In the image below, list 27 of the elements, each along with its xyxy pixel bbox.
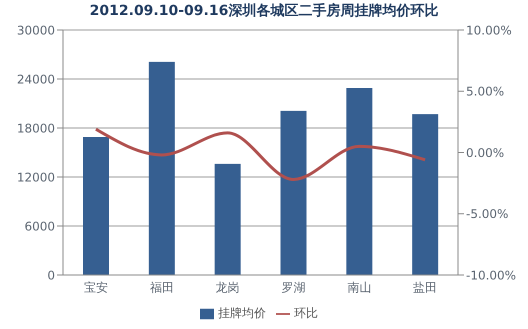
y2-tick-label: 5.00% [466, 84, 504, 99]
y2-tick-label: 0.00% [466, 146, 504, 160]
y-tick-label: 12000 [16, 170, 55, 184]
x-tick-label: 南山 [347, 280, 372, 295]
legend-label: 挂牌均价 [218, 306, 266, 320]
y2-tick-label: 10.00% [466, 23, 512, 38]
bar [83, 136, 109, 275]
chart-title: 2012.09.10-09.16深圳各城区二手房周挂牌均价环比 [88, 2, 440, 21]
bar [148, 62, 175, 275]
y2-tick-label: -5.00% [466, 207, 508, 222]
x-tick-label: 罗湖 [281, 280, 306, 295]
x-tick-label: 宝安 [84, 280, 108, 295]
bar [346, 88, 372, 275]
y-tick-label: 24000 [16, 72, 55, 86]
y2-tick-label: -10.00% [466, 268, 516, 282]
bar [280, 110, 306, 275]
bar [412, 114, 438, 275]
x-tick-label: 龙岗 [216, 280, 240, 295]
x-tick-label: 盐田 [413, 280, 438, 295]
y-tick-label: 0 [47, 268, 55, 282]
y-tick-label: 18000 [16, 121, 55, 136]
bar [214, 164, 241, 275]
x-tick-label: 福田 [150, 280, 174, 295]
legend-label: 环比 [294, 306, 318, 320]
y-tick-label: 6000 [24, 219, 55, 234]
line-series [94, 128, 427, 181]
y-tick-label: 30000 [16, 23, 55, 38]
